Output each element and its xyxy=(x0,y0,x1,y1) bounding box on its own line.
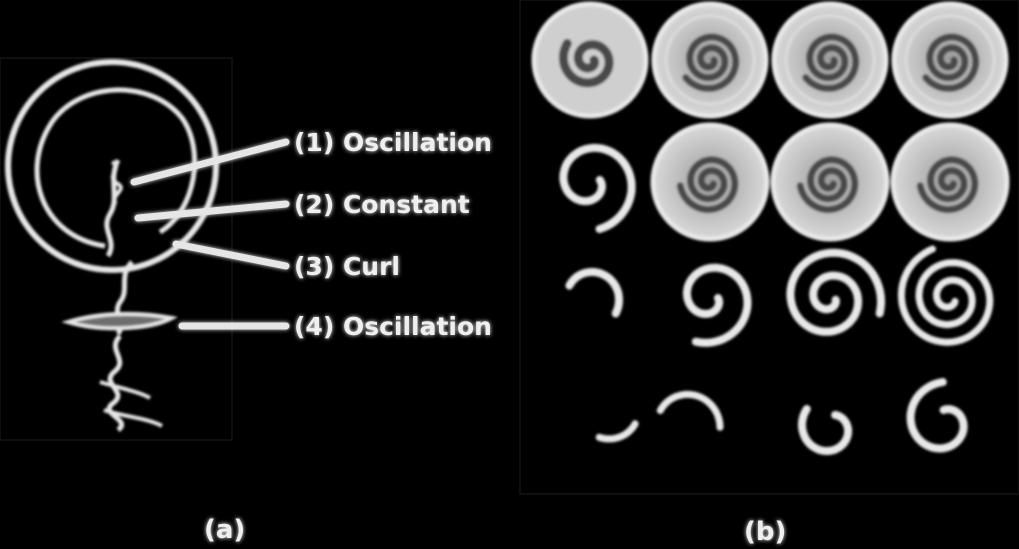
spiral-grid xyxy=(531,1,1010,455)
disc-r1-c2 xyxy=(651,1,769,119)
disc-r2-c2 xyxy=(650,122,770,242)
caption-b: (b) xyxy=(744,517,786,547)
label-oscillation-1: (1) Oscillation xyxy=(294,128,492,157)
disk-plate xyxy=(61,311,178,331)
spiral-r2-c1 xyxy=(559,143,636,233)
disc-ring-r1-c4 xyxy=(904,14,996,106)
spiral-r4-c3 xyxy=(798,405,853,455)
spiral-r3-c4 xyxy=(897,245,994,346)
disc-ring-r1-c3 xyxy=(784,14,876,106)
outer-ring xyxy=(5,59,219,273)
label-curl: (3) Curl xyxy=(294,252,400,281)
spiral-r3-c2 xyxy=(682,263,752,347)
core-knot xyxy=(110,160,123,206)
inner-ring xyxy=(34,87,198,249)
leader-line-2 xyxy=(134,200,290,222)
panel-a: (1) Oscillation (2) Constant (3) Curl (4… xyxy=(0,57,492,545)
spiral-r3-c1 xyxy=(565,268,624,318)
fragment-r4-c1 xyxy=(595,420,639,443)
spiral-r1-c1 xyxy=(558,39,614,88)
caption-a: (a) xyxy=(204,515,245,545)
leader-line-3 xyxy=(172,240,290,270)
fragment-r4-c2 xyxy=(656,390,724,431)
panel-a-frame xyxy=(0,57,233,441)
label-constant: (2) Constant xyxy=(294,190,470,219)
spiral-r1-c4 xyxy=(922,33,980,92)
spiral-r4-c4 xyxy=(906,378,968,453)
leader-lines xyxy=(130,138,290,330)
disc-r2-c3 xyxy=(770,122,890,242)
lower-column-b xyxy=(99,380,163,428)
spiral-r2-c2 xyxy=(676,156,739,214)
disc-r1-c3 xyxy=(771,1,889,119)
disc-ring-r1-c2 xyxy=(664,14,756,106)
spiral-r2-c3 xyxy=(796,156,859,214)
spiral-r1-c3 xyxy=(802,33,860,92)
panel-b-frame xyxy=(519,0,1019,495)
spiral-r3-c3 xyxy=(786,248,885,336)
vortex-sketch xyxy=(5,59,219,433)
spiral-r1-c2 xyxy=(682,33,740,92)
labels: (1) Oscillation (2) Constant (3) Curl (4… xyxy=(294,128,492,341)
leader-line-1 xyxy=(130,138,290,186)
panel-b: (b) xyxy=(519,0,1019,547)
disc-r2-c4 xyxy=(890,122,1010,242)
spiral-r2-c4 xyxy=(916,156,979,214)
label-oscillation-4: (4) Oscillation xyxy=(294,312,492,341)
disc-r1-c4 xyxy=(891,1,1009,119)
